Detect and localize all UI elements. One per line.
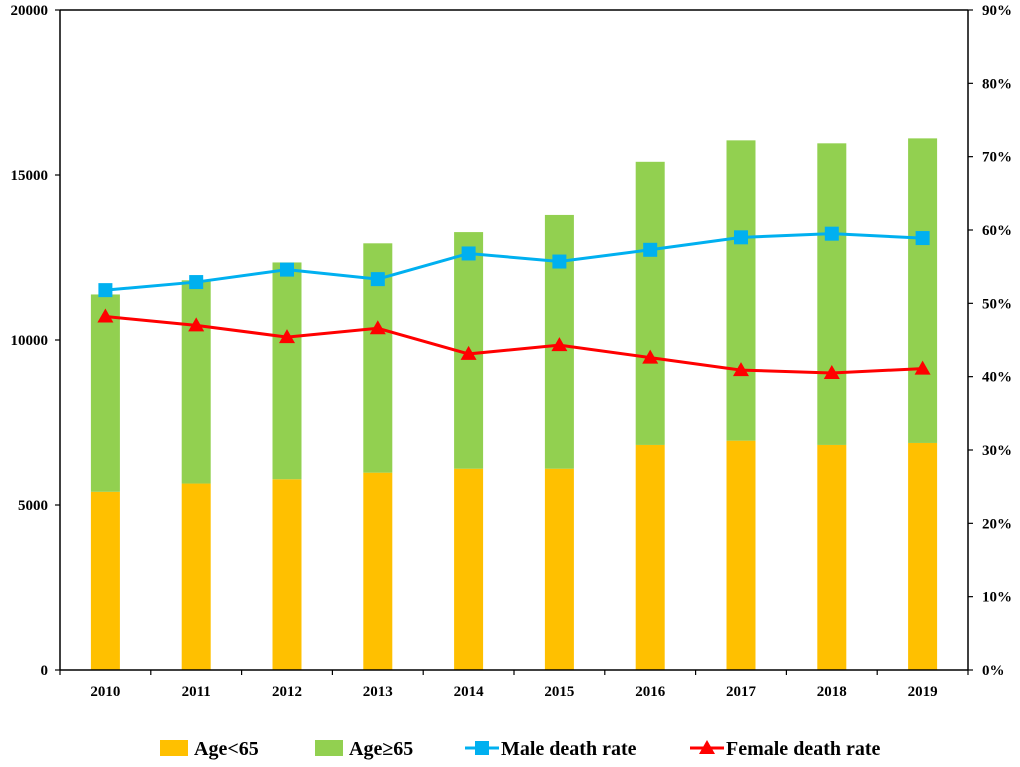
y-left-tick-label: 0 [41,663,49,679]
legend-label-female-death-rate: Female death rate [726,738,881,760]
y-right-tick-label: 90% [982,3,1012,19]
bar-age-under-65-2015 [544,468,574,670]
bar-age-under-65-2013 [363,472,393,670]
y-right-tick-label: 40% [982,370,1012,386]
x-tick-label: 2018 [817,684,847,700]
bar-age-under-65-2016 [635,444,665,670]
bar-age-under-65-2012 [272,479,302,670]
y-right-tick-label: 70% [982,150,1012,166]
male-death-rate-line [105,232,923,292]
bar-age-65-plus-2012 [272,262,302,480]
x-tick-label: 2017 [726,684,757,700]
bar-age-65-plus-2017 [726,140,756,441]
legend-label-age-65-plus: Age≥65 [349,738,413,760]
legend-label-male-death-rate: Male death rate [501,738,637,760]
y-left-tick-label: 10000 [11,333,49,349]
legend-marker-female-death-rate [699,740,715,754]
female-death-rate-point-2017 [733,362,749,377]
male-death-rate-point-2010 [98,283,113,298]
female-death-rate-point-2018 [823,365,840,379]
bar-age-under-65-2019 [908,442,938,670]
x-tick-label: 2015 [544,684,574,700]
female-death-rate-point-2014 [460,345,477,360]
y-left-tick-label: 15000 [11,168,49,184]
x-tick-label: 2011 [182,684,211,700]
y-right-tick-label: 50% [982,296,1012,312]
bar-age-65-plus-2011 [181,280,211,484]
female-death-rate-point-2015 [551,337,568,352]
female-death-rate-line [105,315,923,375]
female-death-rate-point-2010 [97,308,114,323]
bar-age-65-plus-2018 [817,143,847,445]
male-death-rate-point-2014 [461,246,476,261]
y-right-tick-label: 20% [982,516,1012,532]
female-death-rate-point-2016 [642,349,659,364]
x-tick-label: 2016 [635,684,666,700]
male-death-rate-point-2018 [824,226,839,241]
x-tick-label: 2010 [90,684,120,700]
legend-label-age-under-65: Age<65 [194,738,259,760]
male-death-rate-point-2019 [915,231,930,246]
female-death-rate-point-2012 [279,329,295,344]
male-death-rate-point-2017 [734,230,748,245]
legend-marker-male-death-rate [475,741,489,755]
female-death-rate-point-2013 [369,320,386,335]
y-right-tick-label: 10% [982,590,1012,606]
y-left-tick-label: 20000 [11,3,49,19]
x-tick-label: 2013 [363,684,393,700]
male-death-rate-point-2012 [280,262,294,277]
bar-age-65-plus-2019 [908,138,938,443]
y-right-tick-label: 60% [982,223,1012,239]
legend-swatch-age-under-65[interactable] [160,740,188,756]
bar-age-65-plus-2016 [635,161,665,445]
male-death-rate-point-2011 [189,275,204,290]
male-death-rate-point-2015 [552,254,567,269]
y-right-tick-label: 30% [982,443,1012,459]
female-death-rate-point-2019 [914,360,931,375]
bar-age-under-65-2017 [726,440,756,670]
x-tick-label: 2019 [908,684,938,700]
y-left-tick-label: 5000 [18,498,48,514]
x-tick-label: 2014 [454,684,485,700]
x-tick-label: 2012 [272,684,302,700]
male-death-rate-point-2013 [370,272,385,287]
bar-age-65-plus-2010 [90,294,120,492]
y-right-tick-label: 80% [982,76,1012,92]
bar-age-under-65-2018 [817,444,847,670]
bar-age-under-65-2011 [181,483,211,670]
legend-swatch-age-65-plus[interactable] [315,740,343,756]
female-death-rate-point-2011 [188,317,205,332]
bar-age-under-65-2014 [454,468,484,670]
bar-age-under-65-2010 [90,491,120,670]
y-right-tick-label: 0% [982,663,1005,679]
male-death-rate-point-2016 [643,242,658,257]
